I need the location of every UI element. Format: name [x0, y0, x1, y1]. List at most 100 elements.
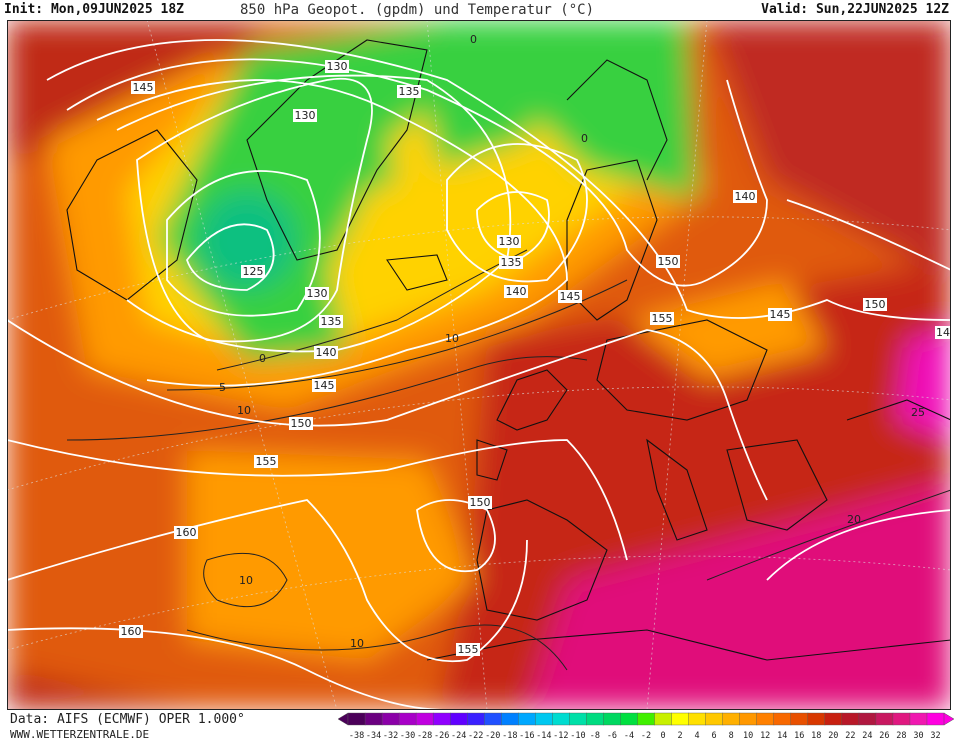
- legend-swatch: [347, 712, 366, 726]
- legend-swatch: [603, 712, 621, 726]
- svg-text:125: 125: [243, 265, 264, 278]
- temperature-field: [7, 20, 951, 710]
- temperature-label: 10: [237, 404, 251, 417]
- geopotential-label: 130: [305, 287, 329, 300]
- legend-swatch: [501, 712, 519, 726]
- svg-text:150: 150: [470, 496, 491, 509]
- legend-label: -20: [485, 731, 500, 741]
- legend-label: 6: [712, 731, 717, 741]
- legend-label: 22: [845, 731, 855, 741]
- legend-swatch: [364, 712, 383, 726]
- legend-label: -12: [553, 731, 568, 741]
- contour-labels: 145 130 130 135 125 130 135 140 145 150 …: [119, 33, 951, 656]
- svg-text:150: 150: [291, 417, 312, 430]
- geopotential-label: 155: [650, 312, 674, 325]
- svg-text:130: 130: [327, 60, 348, 73]
- legend-swatch: [586, 712, 604, 726]
- legend-label: 26: [879, 731, 889, 741]
- legend-swatch: [790, 712, 809, 726]
- geopotential-label: 140: [504, 285, 528, 298]
- temperature-label: 0: [581, 132, 588, 145]
- temperature-label: 10: [239, 574, 253, 587]
- legend-label: -16: [519, 731, 534, 741]
- legend-swatch: [841, 712, 860, 726]
- legend-label: -32: [383, 731, 398, 741]
- legend-swatch: [484, 712, 502, 726]
- legend-swatch: [449, 712, 468, 726]
- legend-label: 4: [695, 731, 700, 741]
- temperature-label: 10: [445, 332, 459, 345]
- legend-label: -14: [536, 731, 551, 741]
- svg-text:155: 155: [256, 455, 277, 468]
- legend-label: 32: [930, 731, 940, 741]
- geopotential-label: 150: [656, 255, 680, 268]
- legend-label: -10: [570, 731, 585, 741]
- svg-text:155: 155: [458, 643, 479, 656]
- svg-text:145: 145: [560, 290, 581, 303]
- legend-label: 18: [811, 731, 821, 741]
- legend-swatch: [620, 712, 638, 726]
- svg-text:130: 130: [295, 109, 316, 122]
- legend-label: 24: [862, 731, 872, 741]
- legend-label: -30: [400, 731, 415, 741]
- website-url: WWW.WETTERZENTRALE.DE: [10, 728, 150, 741]
- temperature-label: 0: [259, 352, 266, 365]
- geopotential-label: 130: [293, 109, 317, 122]
- legend-swatch: [722, 712, 741, 726]
- legend-label: -38: [349, 731, 364, 741]
- temperature-label: 20: [847, 513, 861, 526]
- legend-swatch: [552, 712, 570, 726]
- legend-swatch: [688, 712, 707, 726]
- svg-text:130: 130: [499, 235, 520, 248]
- legend-swatch: [892, 712, 911, 726]
- geopotential-label: 135: [397, 85, 421, 98]
- svg-text:130: 130: [307, 287, 328, 300]
- legend-swatch: [739, 712, 758, 726]
- geopotential-label: 140: [733, 190, 757, 203]
- legend-label: 0: [660, 731, 665, 741]
- legend-swatch: [705, 712, 724, 726]
- legend-label: -22: [468, 731, 483, 741]
- geopotential-label: 150: [863, 298, 887, 311]
- legend-swatch: [875, 712, 894, 726]
- legend-label: -4: [624, 731, 634, 741]
- temperature-label: 0: [470, 33, 477, 46]
- coastlines: [66, 39, 951, 661]
- svg-text:140: 140: [316, 346, 337, 359]
- legend-swatch: [398, 712, 417, 726]
- geopotential-label: 145: [131, 81, 155, 94]
- svg-text:145: 145: [770, 308, 791, 321]
- legend-swatch: [926, 712, 945, 726]
- legend-label: 10: [743, 731, 753, 741]
- legend-label: 2: [677, 731, 682, 741]
- legend-arrow-left: [337, 712, 349, 726]
- geopotential-label: 140: [314, 346, 338, 359]
- temperature-label: 10: [350, 637, 364, 650]
- weather-map: 145 130 130 135 125 130 135 140 145 150 …: [7, 20, 951, 710]
- temperature-label: 25: [911, 406, 925, 419]
- legend-arrow-right: [943, 712, 955, 726]
- geopotential-label: 155: [456, 643, 480, 656]
- legend-label: -6: [607, 731, 617, 741]
- legend-swatch: [432, 712, 451, 726]
- geopotential-label: 135: [499, 256, 523, 269]
- map-footer: Data: AIFS (ECMWF) OPER 1.000° WWW.WETTE…: [0, 710, 959, 741]
- legend-label: 12: [760, 731, 770, 741]
- legend-label: -8: [590, 731, 600, 741]
- geopotential-label: 135: [319, 315, 343, 328]
- svg-text:145: 145: [133, 81, 154, 94]
- legend-label: 8: [729, 731, 734, 741]
- legend-label: -28: [417, 731, 432, 741]
- legend-label: -18: [502, 731, 517, 741]
- temperature-legend: -38 -34 -32 -30 -28 -26 -24 -22 -20 -18 -16 -14 -12-…: [337, 712, 955, 741]
- geopotential-label: 125: [241, 265, 265, 278]
- geopotential-label: 160: [174, 526, 198, 539]
- legend-swatch: [756, 712, 775, 726]
- svg-text:160: 160: [121, 625, 142, 638]
- svg-text:14: 14: [936, 326, 950, 339]
- legend-swatch: [807, 712, 826, 726]
- geopotential-label: 14: [935, 326, 951, 339]
- geopotential-label: 145: [312, 379, 336, 392]
- geopotential-label: 155: [254, 455, 278, 468]
- svg-text:150: 150: [865, 298, 886, 311]
